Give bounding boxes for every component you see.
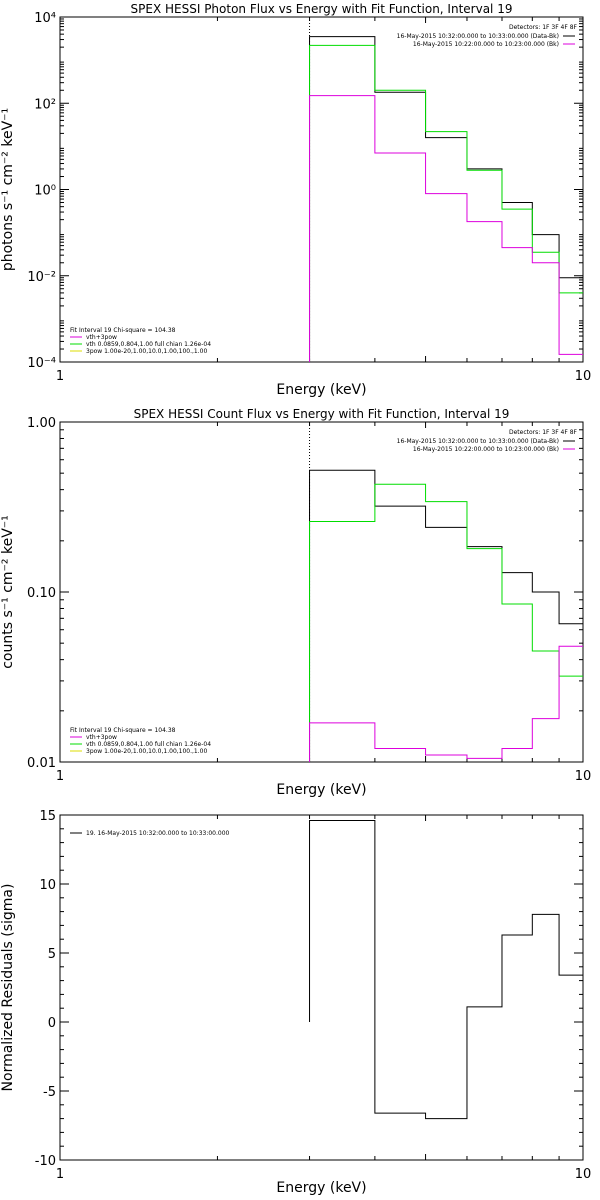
y-axis-label: Normalized Residuals (sigma) xyxy=(0,884,16,1092)
x-tick-label: 1 xyxy=(56,369,64,384)
fit-legend-entry: vth 0.0859,0.804,1.00 full chian 1.26e-0… xyxy=(86,341,211,348)
legend-entry: 16-May-2015 10:22:00.000 to 10:23:00.000… xyxy=(413,446,559,453)
legend-entry: 16-May-2015 10:32:00.000 to 10:33:00.000… xyxy=(397,438,559,445)
chart-panel-2: SPEX HESSI Count Flux vs Energy with Fit… xyxy=(0,407,591,798)
x-tick-label: 1 xyxy=(56,769,64,784)
x-tick-label: 1 xyxy=(56,1167,64,1182)
series-green-step-line xyxy=(309,44,583,362)
y-tick-label: 15 xyxy=(39,809,56,824)
y-tick-label: 1.00 xyxy=(27,416,56,431)
fit-legend-entry: vth+3pow xyxy=(86,334,117,341)
chart-panel-3: 1 10 Energy (keV) 15 10 5 0 -5 -10 Normalized Res… xyxy=(0,809,591,1196)
legend-header: Detectors: 1F 3F 4F 8F xyxy=(509,24,578,31)
plot-frame xyxy=(59,16,584,363)
y-tick-label: 10⁻² xyxy=(27,270,56,285)
y-axis-label: photons s⁻¹ cm⁻² keV⁻¹ xyxy=(0,108,16,271)
plot-frame xyxy=(59,814,584,1161)
legend-entry: 19. 16-May-2015 10:32:00.000 to 10:33:00… xyxy=(86,830,230,837)
x-tick-label: 10 xyxy=(575,369,592,384)
x-axis-label: Energy (keV) xyxy=(276,382,366,398)
y-tick-label: 0 xyxy=(48,1016,56,1031)
series-black-step-line xyxy=(309,36,583,362)
y-tick-label: 10⁻⁴ xyxy=(27,356,56,371)
fit-legend-entry: vth+3pow xyxy=(86,734,117,741)
y-tick-label: 10⁰ xyxy=(34,184,56,199)
x-tick-label: 10 xyxy=(575,769,592,784)
chart-title: SPEX HESSI Count Flux vs Energy with Fit… xyxy=(134,407,510,421)
y-tick-label: 0.10 xyxy=(27,586,56,601)
legend-entry: 16-May-2015 10:32:00.000 to 10:33:00.000… xyxy=(397,33,559,40)
y-tick-label: 10² xyxy=(34,97,56,112)
y-axis-label: counts s⁻¹ cm⁻² keV⁻¹ xyxy=(0,515,16,669)
chart-panel-1: SPEX HESSI Photon Flux vs Energy with Fi… xyxy=(0,2,591,398)
fit-legend-entry: vth 0.0859,0.804,1.00 full chian 1.26e-0… xyxy=(86,741,211,748)
fit-legend-entry: 3pow 1.00e-20,1.00,10.0,1.00,100.,1.00 xyxy=(86,748,207,755)
plot-frame xyxy=(59,421,584,763)
series-magenta-step-line xyxy=(309,95,583,362)
x-tick-label: 10 xyxy=(575,1167,592,1182)
y-tick-label: 10 xyxy=(39,878,56,893)
x-axis-label: Energy (keV) xyxy=(276,782,366,798)
y-tick-label: 10⁴ xyxy=(34,11,56,26)
legend-header: Detectors: 1F 3F 4F 8F xyxy=(509,429,578,436)
series-green-step-line xyxy=(309,483,583,762)
fit-legend-header: Fit Interval 19 Chi-square = 104.38 xyxy=(70,727,176,734)
y-tick-label: 5 xyxy=(48,947,56,962)
y-tick-label: -10 xyxy=(35,1154,56,1169)
fit-legend-entry: 3pow 1.00e-20,1.00,10.0,1.00,100.,1.00 xyxy=(86,348,207,355)
legend-entry: 16-May-2015 10:22:00.000 to 10:23:00.000… xyxy=(413,41,559,48)
x-axis-label: Energy (keV) xyxy=(276,1180,366,1196)
y-tick-label: 0.01 xyxy=(27,756,56,771)
y-tick-label: -5 xyxy=(43,1085,56,1100)
series-magenta-step-line xyxy=(309,645,583,762)
fit-legend-header: Fit Interval 19 Chi-square = 104.38 xyxy=(70,327,176,334)
series-black-step-line xyxy=(309,820,583,1120)
chart-title: SPEX HESSI Photon Flux vs Energy with Fi… xyxy=(131,2,513,16)
